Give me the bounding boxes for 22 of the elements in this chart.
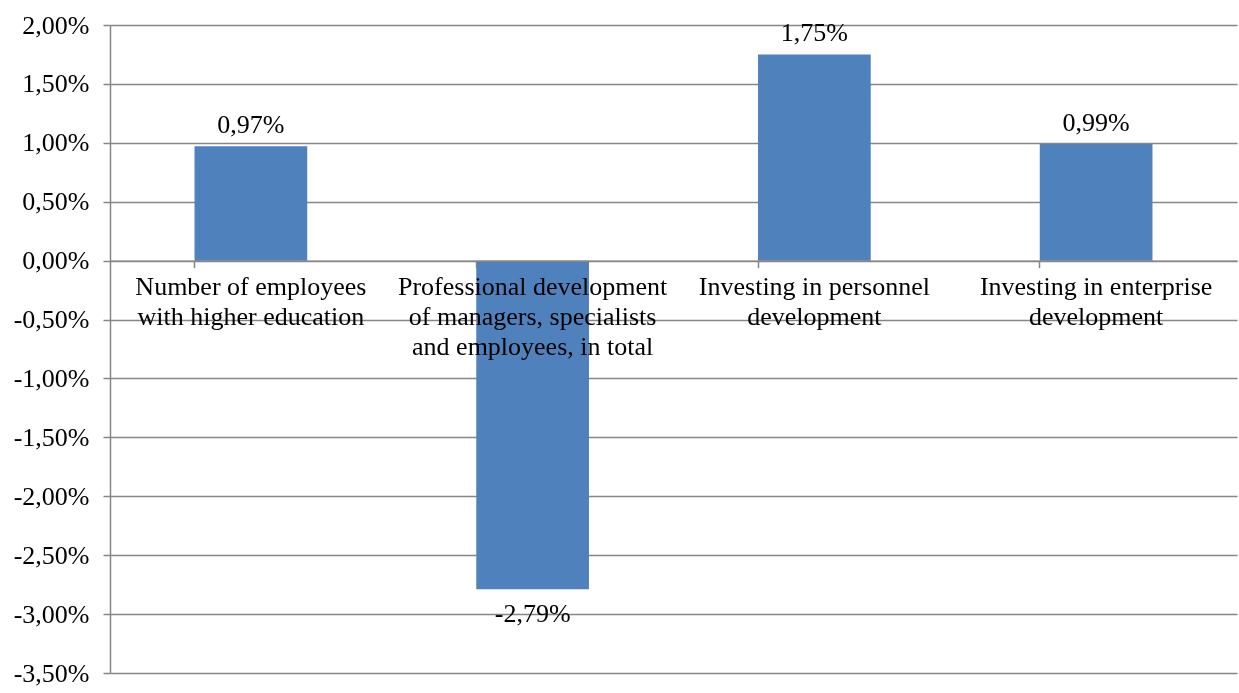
y-tick-label: 0,00% xyxy=(22,246,90,276)
y-tick-label: 2,00% xyxy=(22,10,90,40)
data-label: 0,99% xyxy=(1062,108,1130,137)
y-tick-label: -1,00% xyxy=(13,363,90,393)
bar xyxy=(1039,144,1153,261)
x-tick-label: Investing in enterprise development xyxy=(979,272,1213,332)
data-label: -2,79% xyxy=(494,599,571,629)
data-label: 0,97% xyxy=(217,110,285,140)
data-label: 1,75% xyxy=(780,18,848,48)
y-tick-label: 1,50% xyxy=(22,69,90,99)
y-tick-label: -3,00% xyxy=(13,599,90,629)
y-tick-label: 0,50% xyxy=(22,187,90,217)
y-tick-label: -1,50% xyxy=(13,422,90,452)
y-tick-label: 1,00% xyxy=(22,128,90,158)
y-tick-label: -2,50% xyxy=(13,540,90,570)
bar xyxy=(758,54,871,261)
bar xyxy=(194,146,308,261)
y-tick-label: -2,00% xyxy=(13,481,90,511)
y-tick-label: -0,50% xyxy=(13,305,90,335)
y-tick-label: -3,50% xyxy=(13,658,90,688)
x-tick-label: Investing in personnel development xyxy=(698,272,930,332)
x-tick-label: Number of employees with higher education xyxy=(135,272,367,332)
